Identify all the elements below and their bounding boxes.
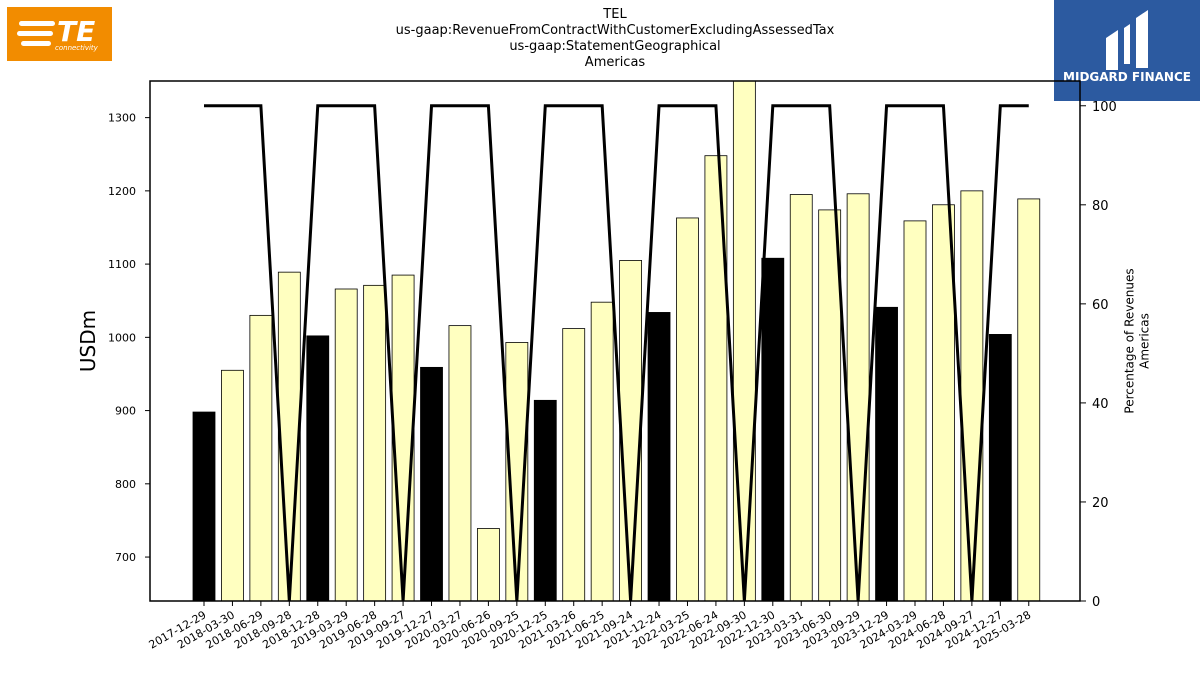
y-right-tick-label-80: 80 bbox=[1092, 199, 1109, 214]
midgard-logo-text: MIDGARD FINANCE bbox=[1063, 70, 1191, 84]
bar-2021-12-24 bbox=[647, 312, 671, 602]
y-left-tick-label-1200: 1200 bbox=[108, 185, 136, 198]
y-axis-right-label: Percentage of RevenuesAmericas bbox=[1123, 268, 1152, 413]
chart-title-line-2: us-gaap:RevenueFromContractWithCustomerE… bbox=[395, 23, 835, 38]
y-right-tick-label-100: 100 bbox=[1092, 100, 1117, 115]
y-right-tick-label-60: 60 bbox=[1092, 298, 1109, 313]
bar-2023-12-29 bbox=[875, 306, 898, 602]
y-right-tick-label-20: 20 bbox=[1092, 496, 1109, 511]
y-right-tick-label-0: 0 bbox=[1092, 595, 1100, 610]
chart-title-line-1: TEL bbox=[603, 7, 627, 22]
bar-2023-09-29 bbox=[846, 193, 870, 602]
bar-2018-03-30 bbox=[221, 369, 244, 602]
bar-2022-03-25 bbox=[676, 217, 699, 602]
bar-2021-06-25 bbox=[590, 301, 614, 602]
bar-2021-03-26 bbox=[562, 328, 586, 602]
chart-title-line-4: Americas bbox=[584, 55, 646, 70]
bar-2022-12-30 bbox=[761, 257, 785, 602]
percentage-line bbox=[204, 104, 1029, 602]
y-right-tick-label-40: 40 bbox=[1092, 397, 1109, 412]
bar-2020-12-25 bbox=[533, 399, 557, 602]
y-right-label-line: Americas bbox=[1138, 313, 1152, 369]
plot-frame bbox=[149, 80, 1081, 602]
bar-2024-03-29 bbox=[903, 220, 927, 602]
bar-2020-03-27 bbox=[448, 325, 472, 602]
y-left-tick-label-1300: 1300 bbox=[108, 112, 136, 125]
bar-2023-03-31 bbox=[789, 194, 813, 602]
bar-2025-03-28 bbox=[1017, 198, 1041, 602]
bar-2019-03-29 bbox=[334, 288, 358, 602]
te-logo-subtext: connectivity bbox=[55, 44, 98, 52]
te-connectivity-logo: TE connectivity bbox=[7, 7, 112, 61]
bar-2024-09-27 bbox=[960, 190, 984, 602]
te-logo-mark-icon bbox=[17, 21, 55, 46]
bar-2019-06-28 bbox=[363, 284, 387, 602]
bar-2018-09-28 bbox=[277, 271, 301, 602]
y-left-tick-label-800: 800 bbox=[115, 478, 136, 491]
bar-2021-09-24 bbox=[619, 260, 642, 602]
y-axis-right: 0 20 40 60 80 100 bbox=[1080, 100, 1117, 610]
y-right-label-line: Percentage of Revenues bbox=[1123, 268, 1137, 413]
line-layer bbox=[204, 104, 1029, 602]
bar-2023-06-30 bbox=[818, 209, 842, 602]
bar-2024-12-27 bbox=[988, 334, 1012, 602]
bar-2018-12-28 bbox=[306, 335, 330, 602]
y-left-tick-label-700: 700 bbox=[115, 551, 136, 564]
y-axis-left-label: USDm bbox=[76, 310, 100, 372]
x-axis: 2017-12-292018-03-302018-06-292018-09-28… bbox=[147, 601, 1033, 652]
bar-2020-06-26 bbox=[476, 528, 500, 602]
midgard-finance-logo: MIDGARD FINANCE bbox=[1054, 0, 1200, 101]
te-logo-text: TE bbox=[57, 15, 96, 48]
bar-2018-06-29 bbox=[249, 314, 273, 602]
y-axis-left: 700 800 900 1000 1100 1200 1300 bbox=[108, 112, 150, 564]
bar-2017-12-29 bbox=[192, 411, 216, 602]
bar-2022-09-30 bbox=[732, 80, 756, 602]
y-left-tick-label-900: 900 bbox=[115, 405, 136, 418]
bar-2019-09-27 bbox=[391, 274, 415, 602]
midgard-logo-mark-icon bbox=[1106, 10, 1148, 70]
y-left-tick-label-1100: 1100 bbox=[108, 258, 136, 271]
bar-2019-12-27 bbox=[420, 366, 443, 602]
y-left-tick-label-1000: 1000 bbox=[108, 331, 136, 344]
chart-title-line-3: us-gaap:StatementGeographical bbox=[509, 39, 721, 54]
